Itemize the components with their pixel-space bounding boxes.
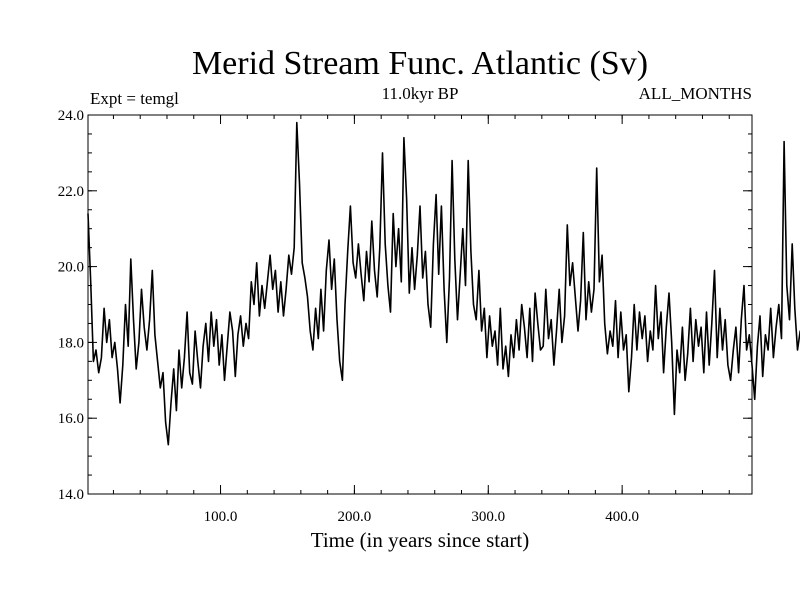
y-tick-label: 14.0 (58, 487, 84, 503)
series-line (87, 121, 800, 446)
y-tick-label: 20.0 (58, 260, 84, 276)
y-tick-label: 22.0 (58, 184, 84, 200)
chart-title: Merid Stream Func. Atlantic (Sv) (192, 45, 648, 82)
months-label: ALL_MONTHS (639, 84, 752, 103)
y-tick-label: 16.0 (58, 411, 84, 427)
plot-frame (87, 114, 753, 495)
y-tick-label: 24.0 (58, 108, 84, 124)
x-tick-label: 400.0 (605, 509, 639, 525)
experiment-label: Expt = temgl (90, 89, 179, 108)
axis-tick-labels: 100.0 200.0 300.0 400.0 14.0 16.0 18.0 20.0 22.0… (58, 108, 639, 525)
x-tick-label: 200.0 (338, 509, 372, 525)
x-axis-title: Time (in years since start) (311, 528, 530, 552)
axis-ticks (88, 114, 752, 495)
x-tick-label: 300.0 (471, 509, 505, 525)
x-tick-label: 100.0 (204, 509, 238, 525)
period-label: 11.0kyr BP (382, 84, 459, 103)
y-tick-label: 18.0 (58, 335, 84, 351)
